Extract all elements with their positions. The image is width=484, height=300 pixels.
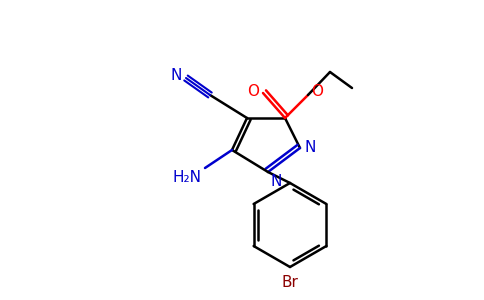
Text: N: N [304, 140, 316, 154]
Text: H₂N: H₂N [173, 170, 202, 185]
Text: O: O [247, 83, 259, 98]
Text: N: N [171, 68, 182, 83]
Text: O: O [311, 85, 323, 100]
Text: Br: Br [282, 275, 299, 290]
Text: N: N [271, 174, 282, 189]
